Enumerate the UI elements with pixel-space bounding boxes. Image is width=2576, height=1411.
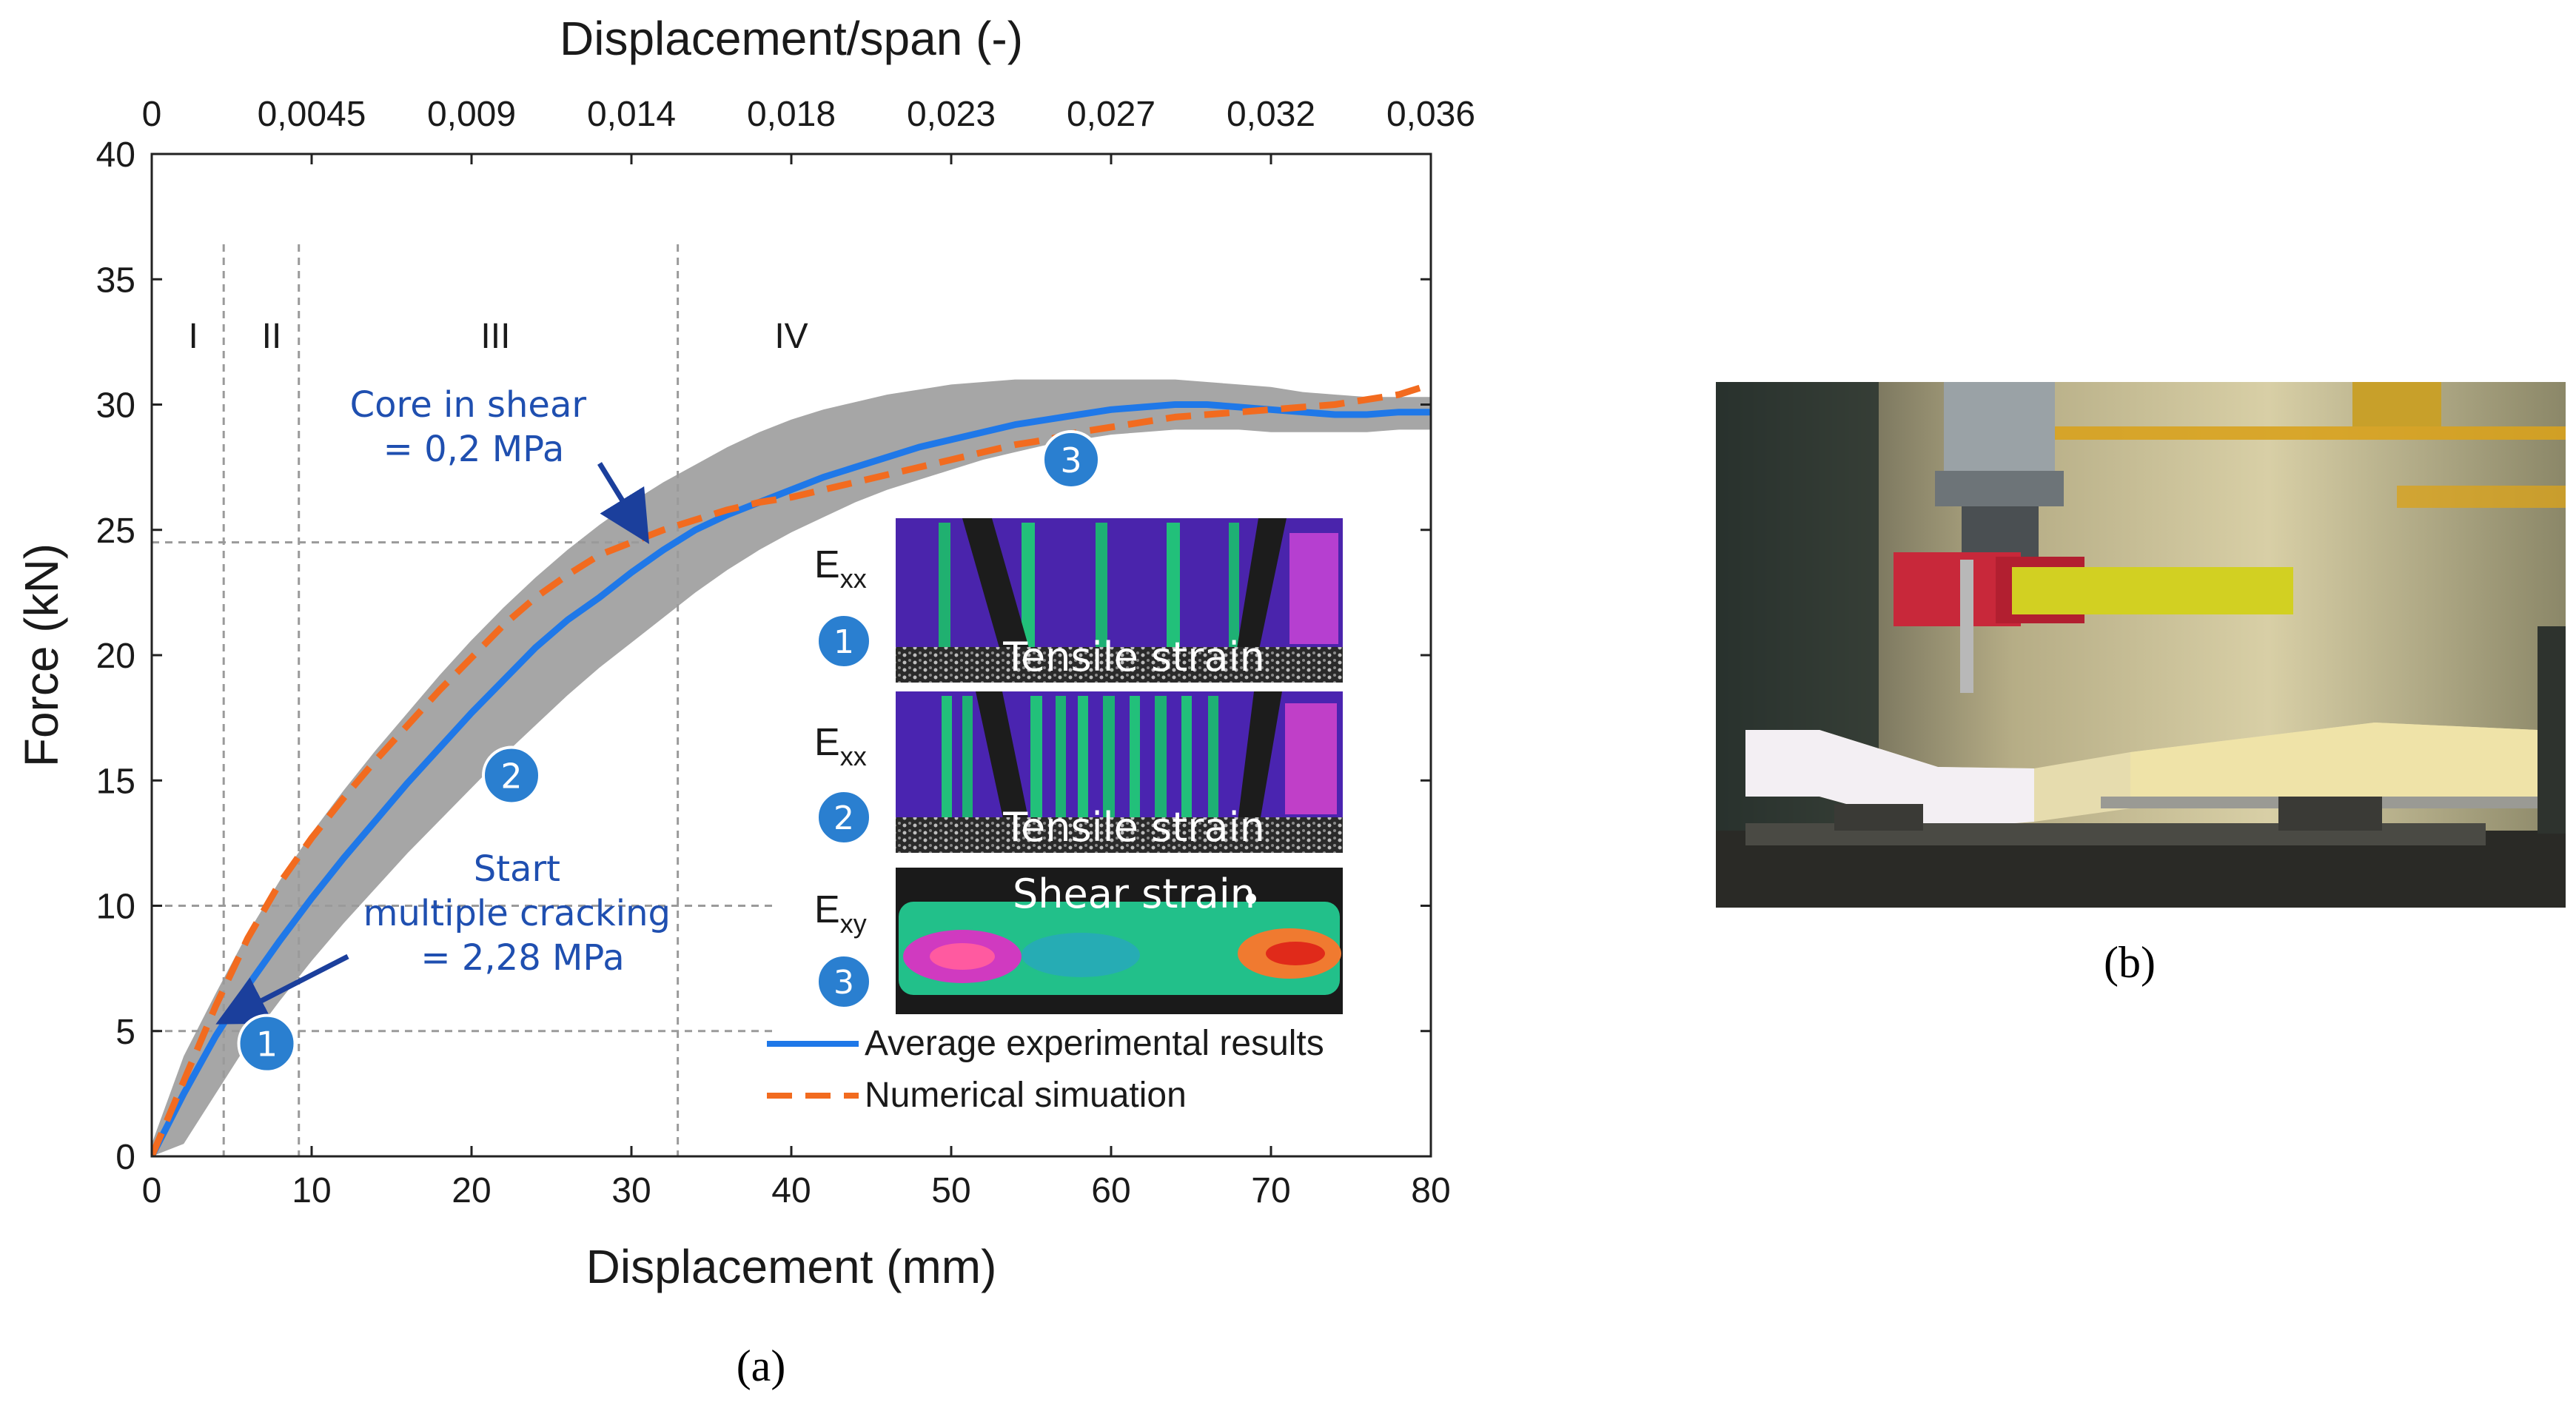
top-x-tick-label: 0,014 — [587, 95, 676, 134]
region-label: II — [262, 317, 282, 356]
annotation-cracking-line1: Start — [474, 848, 560, 890]
svg-text:Exx: Exx — [814, 721, 867, 771]
y-tick-label: 35 — [96, 261, 135, 300]
x-tick-label: 80 — [1411, 1171, 1450, 1210]
svg-text:1: 1 — [256, 1025, 278, 1065]
inset-label-3: Exy 3 — [814, 888, 872, 1010]
series-numerical-line — [152, 381, 1431, 1156]
svg-text:1: 1 — [833, 623, 854, 661]
y-tick-label: 5 — [115, 1013, 135, 1052]
inset-label-1: Exx 1 — [814, 543, 872, 669]
panel-b-label: (b) — [2104, 938, 2156, 987]
x-tick-label: 60 — [1091, 1171, 1130, 1210]
svg-text:Exy: Exy — [814, 888, 867, 939]
y-tick-label: 25 — [96, 512, 135, 551]
annotation-core-shear-arrow — [597, 462, 650, 544]
y-axis-title: Force (kN) — [15, 543, 68, 767]
svg-text:2: 2 — [500, 756, 522, 796]
inset-2-caption: Tensile strain — [1002, 804, 1265, 851]
top-x-tick-label: 0,036 — [1386, 95, 1475, 134]
region-labels: I II III IV — [188, 317, 808, 356]
annotation-multiple-cracking: Start multiple cracking = 2,28 MPa — [215, 848, 682, 1025]
inset-3: Shear strain — [896, 868, 1343, 1014]
legend-label-experimental: Average experimental results — [865, 1024, 1324, 1063]
point-marker-2: 2 — [482, 745, 541, 805]
inset-label-2: Exx 2 — [814, 721, 872, 845]
panel-a-label: (a) — [737, 1341, 786, 1390]
x-tick-label: 40 — [771, 1171, 811, 1210]
svg-text:3: 3 — [833, 964, 854, 1002]
x-tick-label: 30 — [611, 1171, 651, 1210]
inset-labels: Exx 1 Exx 2 Exy 3 — [814, 543, 872, 1010]
inset-1: Tensile strain — [896, 518, 1343, 683]
x-tick-label: 10 — [292, 1171, 331, 1210]
experimental-scatter-band — [152, 379, 1431, 1156]
svg-text:3: 3 — [1060, 440, 1081, 480]
annotation-cracking-arrow — [215, 953, 349, 1025]
axis-ticks: 0 10 20 30 40 50 60 70 800 0,0045 0,009 0,014 0,018 0… — [96, 95, 1475, 1210]
y-tick-label: 30 — [96, 386, 135, 426]
panel-b-photo — [1716, 382, 2566, 908]
annotation-core-shear: Core in shear = 0,2 MPa — [350, 384, 650, 544]
annotation-cracking-line2: multiple cracking — [363, 893, 671, 934]
legend: Average experimental results Numerical s… — [767, 1024, 1324, 1115]
x-tick-label: 0 — [142, 1171, 162, 1210]
svg-text:Core in shear = 0,2 MPa: Core in shear = 0,2 MPa — [350, 384, 598, 470]
top-x-tick-label: 0 — [142, 95, 162, 134]
x-tick-label: 70 — [1251, 1171, 1290, 1210]
annotation-cracking-line3: = 2,28 MPa — [420, 937, 624, 979]
y-tick-label: 15 — [96, 762, 135, 801]
svg-text:2: 2 — [833, 800, 854, 837]
x-tick-label: 50 — [931, 1171, 970, 1210]
svg-text:Start multiple cracking: Start multiple cracking = 2,28 MPa — [363, 848, 682, 979]
inset-3-caption: Shear strain — [1013, 871, 1255, 917]
series-group — [152, 381, 1431, 1156]
inset-1-caption: Tensile strain — [1002, 634, 1265, 680]
inset-strain-images: Tensile strain Tensile strain — [896, 518, 1343, 1014]
y-tick-label: 40 — [96, 135, 135, 175]
x-tick-label: 20 — [452, 1171, 491, 1210]
point-marker-3: 3 — [1042, 429, 1101, 489]
region-label: IV — [774, 317, 808, 356]
y-tick-label: 20 — [96, 637, 135, 676]
top-x-tick-label: 0,023 — [907, 95, 996, 134]
x-axis-title: Displacement (mm) — [586, 1240, 997, 1293]
top-x-tick-label: 0,027 — [1067, 95, 1155, 134]
top-x-axis-title: Displacement/span (-) — [560, 12, 1023, 65]
annotation-core-shear-line1: Core in shear — [350, 384, 587, 426]
y-tick-label: 0 — [115, 1138, 135, 1177]
point-markers: 1 2 3 — [237, 429, 1101, 1073]
inset-2: Tensile strain — [896, 691, 1343, 853]
svg-text:Exx: Exx — [814, 543, 867, 594]
series-experimental-line — [152, 401, 1431, 1156]
y-tick-label: 10 — [96, 888, 135, 927]
point-marker-1: 1 — [237, 1013, 297, 1073]
region-label: III — [480, 317, 510, 356]
top-x-tick-label: 0,009 — [427, 95, 516, 134]
top-x-tick-label: 0,032 — [1227, 95, 1315, 134]
top-x-tick-label: 0,018 — [747, 95, 836, 134]
annotation-core-shear-line2: = 0,2 MPa — [383, 429, 565, 470]
top-x-tick-label: 0,0045 — [258, 95, 366, 134]
region-label: I — [188, 317, 198, 356]
legend-label-numerical: Numerical simuation — [865, 1076, 1187, 1115]
